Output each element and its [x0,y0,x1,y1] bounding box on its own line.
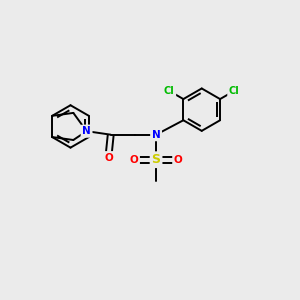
Text: Cl: Cl [164,86,175,96]
Text: S: S [152,153,160,166]
Text: N: N [82,126,91,136]
Text: O: O [130,155,138,165]
Text: O: O [104,153,113,163]
Text: N: N [152,130,161,140]
Text: O: O [174,155,182,165]
Text: Cl: Cl [229,86,239,96]
